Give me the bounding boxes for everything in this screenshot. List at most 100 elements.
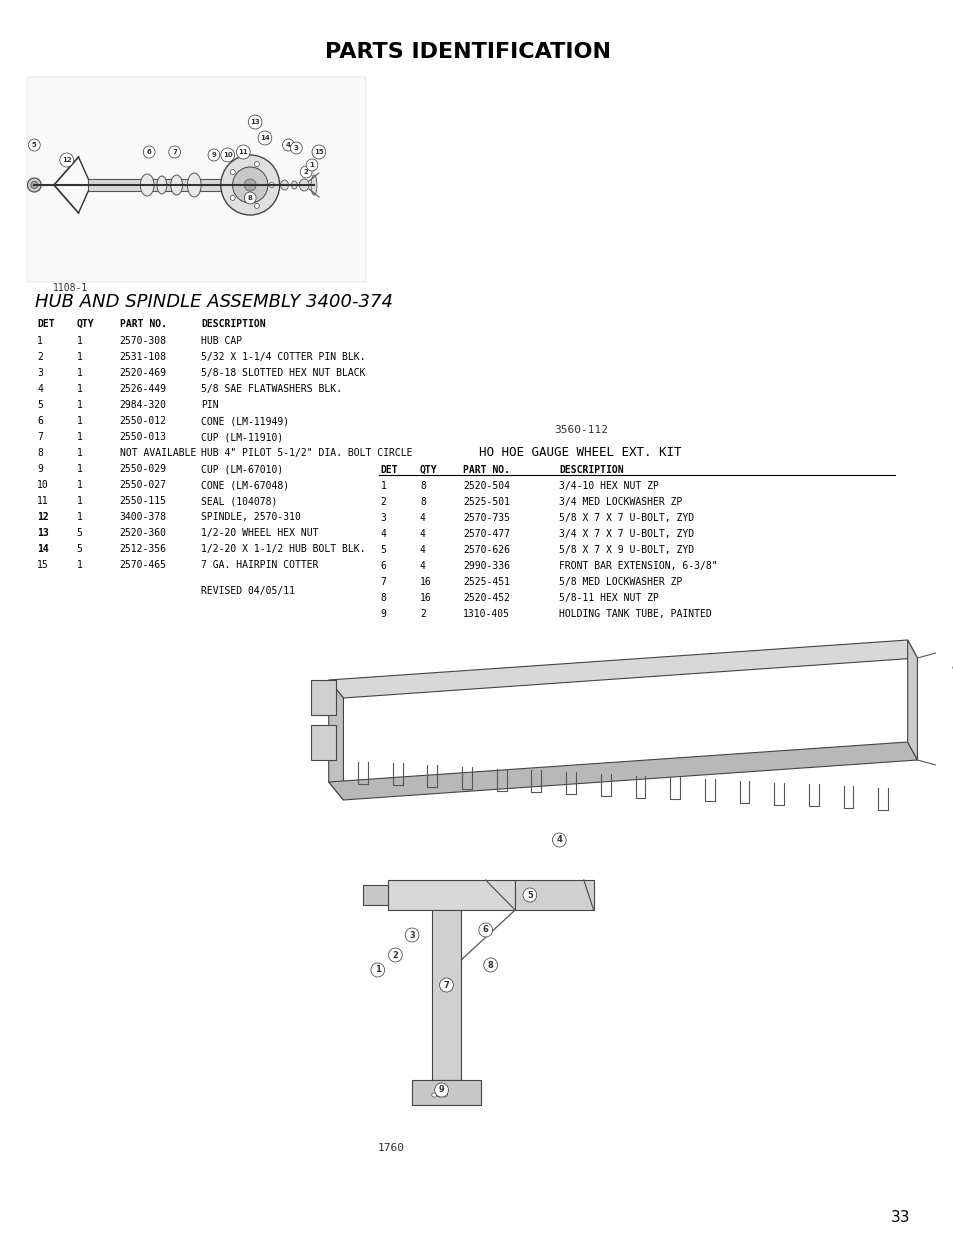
- Text: 5: 5: [76, 529, 82, 538]
- Ellipse shape: [230, 195, 235, 200]
- Polygon shape: [432, 910, 460, 1079]
- Text: 4: 4: [419, 545, 425, 555]
- Text: 4: 4: [380, 529, 386, 538]
- Text: HO HOE GAUGE WHEEL EXT. KIT: HO HOE GAUGE WHEEL EXT. KIT: [478, 446, 680, 458]
- Text: 2990-336: 2990-336: [462, 561, 510, 571]
- Text: 13: 13: [37, 529, 49, 538]
- Circle shape: [439, 978, 453, 992]
- Text: 3/4 X 7 X 7 U-BOLT, ZYD: 3/4 X 7 X 7 U-BOLT, ZYD: [558, 529, 694, 538]
- Circle shape: [208, 149, 219, 161]
- Text: 5/8 SAE FLATWASHERS BLK.: 5/8 SAE FLATWASHERS BLK.: [201, 384, 342, 394]
- Polygon shape: [329, 742, 917, 800]
- Ellipse shape: [280, 180, 288, 190]
- Text: 2512-356: 2512-356: [119, 543, 167, 555]
- Text: 4: 4: [419, 513, 425, 522]
- Text: 14: 14: [37, 543, 49, 555]
- Circle shape: [522, 888, 537, 902]
- Text: 10: 10: [37, 480, 49, 490]
- Text: 3: 3: [380, 513, 386, 522]
- Ellipse shape: [230, 169, 235, 174]
- Text: HUB CAP: HUB CAP: [201, 336, 242, 346]
- Text: 5: 5: [526, 890, 532, 899]
- Text: CONE (LM-67048): CONE (LM-67048): [201, 480, 289, 490]
- Text: 1: 1: [380, 480, 386, 492]
- Text: DESCRIPTION: DESCRIPTION: [201, 319, 266, 329]
- Text: CUP (LM-11910): CUP (LM-11910): [201, 432, 283, 442]
- Text: 6: 6: [37, 416, 43, 426]
- Text: 5: 5: [32, 142, 36, 148]
- Text: 3/4-10 HEX NUT ZP: 3/4-10 HEX NUT ZP: [558, 480, 659, 492]
- Ellipse shape: [299, 179, 309, 191]
- Circle shape: [388, 948, 402, 962]
- Text: CONE (LM-11949): CONE (LM-11949): [201, 416, 289, 426]
- Polygon shape: [329, 640, 917, 698]
- Text: 13: 13: [250, 119, 260, 125]
- Text: 2570-626: 2570-626: [462, 545, 510, 555]
- Text: HUB 4" PILOT 5-1/2" DIA. BOLT CIRCLE: HUB 4" PILOT 5-1/2" DIA. BOLT CIRCLE: [201, 448, 413, 458]
- Circle shape: [282, 140, 294, 151]
- Circle shape: [169, 146, 180, 158]
- Ellipse shape: [233, 167, 268, 203]
- Text: 2984-320: 2984-320: [119, 400, 167, 410]
- Text: 8: 8: [419, 480, 425, 492]
- Bar: [311, 680, 335, 715]
- Ellipse shape: [28, 178, 41, 191]
- Text: 1: 1: [76, 448, 82, 458]
- Circle shape: [945, 661, 953, 679]
- Text: 2550-012: 2550-012: [119, 416, 167, 426]
- Text: 1/2-20 WHEEL HEX NUT: 1/2-20 WHEEL HEX NUT: [201, 529, 318, 538]
- Text: 1: 1: [76, 368, 82, 378]
- Text: 6: 6: [482, 925, 488, 935]
- Circle shape: [220, 148, 234, 162]
- Text: 3: 3: [294, 144, 298, 151]
- Text: HUB AND SPINDLE ASSEMBLY 3400-374: HUB AND SPINDLE ASSEMBLY 3400-374: [35, 293, 393, 311]
- Text: 15: 15: [314, 149, 323, 156]
- Ellipse shape: [441, 1093, 447, 1097]
- Ellipse shape: [187, 173, 201, 198]
- Text: 2570-477: 2570-477: [462, 529, 510, 538]
- Circle shape: [306, 159, 317, 170]
- Ellipse shape: [220, 156, 279, 215]
- Text: 2550-027: 2550-027: [119, 480, 167, 490]
- Text: 4: 4: [556, 836, 561, 845]
- Circle shape: [312, 144, 325, 159]
- Circle shape: [244, 191, 255, 204]
- Text: 8: 8: [380, 593, 386, 603]
- Circle shape: [258, 131, 272, 144]
- Text: 7: 7: [380, 577, 386, 587]
- Polygon shape: [412, 1079, 480, 1105]
- Text: 5: 5: [37, 400, 43, 410]
- Text: CUP (LM-67010): CUP (LM-67010): [201, 464, 283, 474]
- Text: DESCRIPTION: DESCRIPTION: [558, 466, 623, 475]
- Polygon shape: [906, 640, 917, 760]
- Text: 8: 8: [487, 961, 493, 969]
- Circle shape: [435, 1083, 448, 1097]
- Text: 3560-112: 3560-112: [554, 425, 608, 435]
- Text: 2570-735: 2570-735: [462, 513, 510, 522]
- Circle shape: [290, 142, 302, 154]
- Text: 2: 2: [380, 496, 386, 508]
- Text: 5/8 MED LOCKWASHER ZP: 5/8 MED LOCKWASHER ZP: [558, 577, 682, 587]
- Text: 9: 9: [438, 1086, 444, 1094]
- Polygon shape: [329, 680, 343, 800]
- Circle shape: [405, 927, 418, 942]
- Text: PART NO.: PART NO.: [119, 319, 167, 329]
- Bar: [311, 725, 335, 760]
- Text: 1: 1: [76, 384, 82, 394]
- Text: 2520-504: 2520-504: [462, 480, 510, 492]
- Text: 1: 1: [76, 336, 82, 346]
- Text: 14: 14: [260, 135, 270, 141]
- Text: 2526-449: 2526-449: [119, 384, 167, 394]
- Ellipse shape: [311, 175, 316, 195]
- Text: 3: 3: [409, 930, 415, 940]
- Text: 2: 2: [419, 609, 425, 619]
- Text: 1: 1: [76, 464, 82, 474]
- Text: REVISED 04/05/11: REVISED 04/05/11: [201, 585, 294, 597]
- Text: 1: 1: [76, 559, 82, 571]
- Circle shape: [29, 140, 40, 151]
- Circle shape: [478, 923, 492, 937]
- Text: 8: 8: [248, 195, 253, 201]
- Ellipse shape: [140, 174, 153, 196]
- Text: DET: DET: [37, 319, 55, 329]
- Text: 12: 12: [37, 513, 49, 522]
